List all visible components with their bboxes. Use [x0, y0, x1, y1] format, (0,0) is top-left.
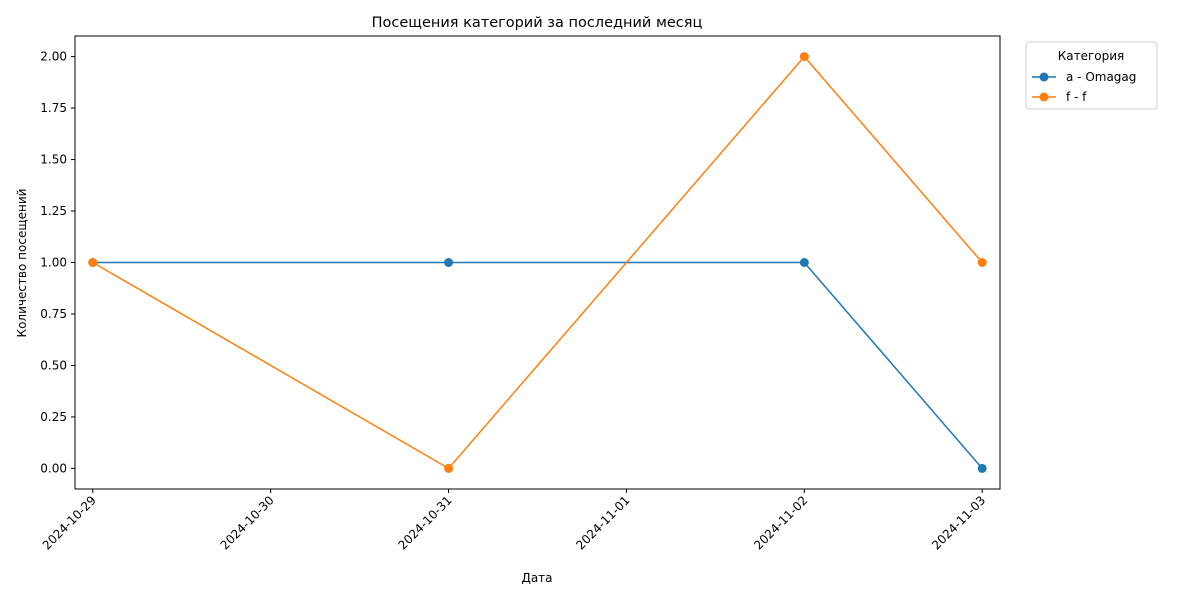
y-tick-label: 0.00	[40, 461, 67, 475]
data-point	[444, 463, 454, 473]
x-tick-label: 2024-11-03	[929, 493, 988, 552]
data-point	[977, 258, 987, 267]
y-tick-label: 1.50	[40, 153, 67, 167]
y-tick-label: 0.50	[40, 358, 67, 372]
x-tick-label: 2024-10-30	[218, 493, 277, 552]
x-axis: 2024-10-29 2024-10-30 2024-10-31 2024-11-01…	[40, 489, 988, 552]
data-point	[977, 463, 987, 473]
data-point	[88, 258, 98, 267]
x-tick-label: 2024-11-02	[751, 493, 810, 552]
legend-marker	[1039, 72, 1049, 82]
data-point	[799, 52, 809, 62]
data-point	[444, 258, 454, 267]
series-1	[88, 52, 987, 473]
x-tick-label: 2024-10-29	[40, 493, 99, 552]
y-axis: 0.00 0.25 0.50 0.75 1.00 1.25 1.50 1.75 2.00	[40, 50, 75, 475]
data-point	[799, 258, 809, 267]
legend-label: a - Omagag	[1066, 70, 1136, 84]
x-axis-label: Дата	[521, 571, 552, 585]
y-tick-label: 2.00	[40, 50, 67, 64]
y-tick-label: 1.75	[40, 101, 67, 115]
x-tick-label: 2024-10-31	[395, 493, 454, 552]
series-layer	[88, 52, 987, 473]
legend-title: Категория	[1058, 49, 1125, 63]
y-tick-label: 1.00	[40, 256, 67, 270]
legend-box	[1025, 41, 1158, 110]
chart-title: Посещения категорий за последний месяц	[372, 15, 703, 31]
legend: Категория a - Omagag f - f	[1025, 41, 1158, 110]
y-tick-label: 0.25	[40, 410, 67, 424]
series-line	[92, 55, 983, 470]
y-axis-label: Количество посещений	[15, 189, 29, 338]
y-tick-label: 0.75	[40, 307, 67, 321]
y-tick-label: 1.25	[40, 204, 67, 218]
legend-label: f - f	[1066, 90, 1087, 104]
x-tick-label: 2024-11-01	[573, 493, 632, 552]
legend-marker	[1039, 92, 1049, 102]
